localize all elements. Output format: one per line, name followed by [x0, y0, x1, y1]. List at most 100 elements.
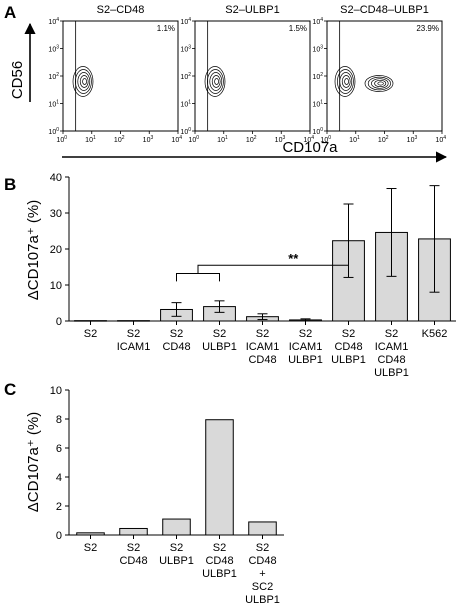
category-label: S2 — [84, 542, 97, 554]
x-tick-label: 104 — [435, 135, 446, 144]
x-tick-label: 102 — [114, 135, 125, 144]
flow-plot-percent: 23.9% — [416, 24, 439, 33]
x-tick-label: 100 — [56, 135, 67, 144]
panel-letter-b: B — [4, 175, 16, 194]
flow-plot-frame — [62, 20, 179, 132]
x-tick-label: 103 — [143, 135, 154, 144]
y-tick-label: 102 — [312, 72, 323, 81]
flow-plot-percent: 1.1% — [157, 24, 175, 33]
y-tick-label: 0 — [56, 530, 62, 542]
y-tick-label: 102 — [180, 72, 191, 81]
y-tick-label: 101 — [312, 100, 323, 109]
category-label: ULBP1 — [202, 341, 237, 353]
contour-line — [75, 69, 92, 94]
bar — [205, 419, 234, 536]
x-tick-label: 102 — [246, 135, 257, 144]
category-label: S2 — [127, 542, 140, 554]
category-label: K562 — [422, 328, 448, 340]
contour-line — [82, 78, 87, 85]
x-tick-label: 103 — [407, 135, 418, 144]
category-label: CD48 — [248, 354, 276, 366]
panel-a-y-label: CD56 — [9, 61, 26, 99]
category-label: CD48 — [377, 354, 405, 366]
category-label: SC2 — [252, 581, 273, 593]
contour-line — [339, 72, 353, 91]
flow-plot-frame — [194, 20, 311, 132]
category-label: S2 — [84, 328, 97, 340]
y-tick-label: 103 — [48, 45, 59, 54]
x-tick-label: 100 — [188, 135, 199, 144]
flow-plot-percent: 1.5% — [289, 24, 307, 33]
contour-line — [77, 72, 91, 91]
category-label: ULBP1 — [288, 354, 323, 366]
category-label: ICAM1 — [289, 341, 323, 353]
category-label: ULBP1 — [245, 594, 280, 606]
y-tick-label: 4 — [56, 472, 62, 484]
x-tick-label: 103 — [275, 135, 286, 144]
contour-line — [204, 66, 226, 97]
category-label: ULBP1 — [159, 555, 194, 567]
x-tick-label: 104 — [303, 135, 314, 144]
contour-line — [79, 75, 89, 88]
category-label: ICAM1 — [117, 341, 151, 353]
x-tick-label: 101 — [349, 135, 360, 144]
category-label: S2 — [385, 328, 398, 340]
y-tick-label: 103 — [312, 45, 323, 54]
contour-line — [209, 72, 223, 91]
significance-label: ** — [288, 251, 299, 266]
y-tick-label: 6 — [56, 443, 62, 455]
y-tick-label: 103 — [180, 45, 191, 54]
y-tick-label: 40 — [50, 172, 62, 184]
bar — [76, 532, 105, 536]
y-tick-label: 2 — [56, 501, 62, 513]
category-label: CD48 — [334, 341, 362, 353]
category-label: CD48 — [119, 555, 147, 567]
category-label: ULBP1 — [202, 568, 237, 580]
category-label: + — [259, 568, 265, 580]
contour-line — [337, 69, 354, 94]
category-label: S2 — [213, 542, 226, 554]
y-tick-label: 102 — [48, 72, 59, 81]
contour-line — [371, 78, 389, 89]
contour-line — [334, 66, 356, 97]
category-label: S2 — [127, 328, 140, 340]
category-label: ULBP1 — [331, 354, 366, 366]
category-label: CD48 — [248, 555, 276, 567]
x-tick-label: 101 — [85, 135, 96, 144]
category-label: ULBP1 — [374, 367, 409, 379]
y-tick-label: 20 — [50, 244, 62, 256]
panel-a-flow-plots: S2–CD481.1%10010010110110210210310310410… — [48, 4, 446, 144]
significance-bracket — [197, 264, 349, 275]
category-label: S2 — [342, 328, 355, 340]
category-label: S2 — [213, 328, 226, 340]
contour-line — [364, 75, 394, 92]
panel-c-y-label: ΔCD107a⁺ (%) — [25, 412, 42, 512]
flow-plot-title: S2–CD48 — [97, 4, 145, 16]
contour-line — [214, 78, 219, 85]
y-tick-label: 100 — [180, 127, 191, 136]
flow-plot-title: S2–CD48–ULBP1 — [340, 4, 429, 16]
y-tick-label: 0 — [56, 316, 62, 328]
panel-b-y-label: ΔCD107a⁺ (%) — [25, 200, 42, 300]
category-label: S2 — [299, 328, 312, 340]
contour-line — [374, 79, 387, 88]
x-tick-label: 101 — [217, 135, 228, 144]
contour-line — [367, 76, 391, 91]
category-label: S2 — [170, 328, 183, 340]
category-label: S2 — [170, 542, 183, 554]
category-label: S2 — [256, 542, 269, 554]
y-tick-label: 100 — [48, 127, 59, 136]
contour-line — [72, 66, 94, 97]
significance-bracket-left — [176, 272, 220, 282]
y-tick-label: 30 — [50, 208, 62, 220]
x-tick-label: 102 — [378, 135, 389, 144]
x-tick-label: 100 — [320, 135, 331, 144]
contour-line — [341, 75, 351, 88]
panel-a-x-label: CD107a — [282, 139, 338, 156]
category-label: S2 — [256, 328, 269, 340]
y-tick-label: 101 — [180, 100, 191, 109]
